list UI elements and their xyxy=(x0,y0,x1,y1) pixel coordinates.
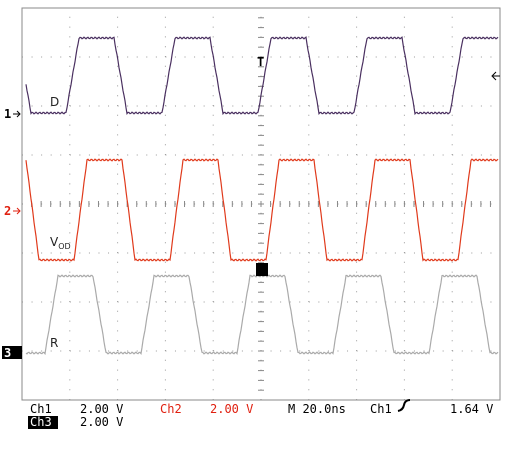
status-ch3: Ch3 xyxy=(30,415,52,429)
waveform xyxy=(25,158,499,262)
trace-label: R xyxy=(50,336,58,350)
graticule xyxy=(21,7,501,401)
trigger-marker: T xyxy=(257,55,264,69)
ch3-box xyxy=(28,416,58,429)
channel-marker: 3 xyxy=(4,346,11,360)
marker-arrow xyxy=(13,110,21,118)
trigger-box xyxy=(256,263,268,276)
status-trig-source: Ch1 xyxy=(370,402,392,416)
status-ch1: Ch1 xyxy=(30,402,52,416)
trig-slope-icon xyxy=(397,399,411,412)
waveforms xyxy=(25,36,499,356)
channel-marker: 1 xyxy=(4,107,11,121)
marker-arrow xyxy=(13,207,21,215)
status-trig-level: 1.64 V xyxy=(450,402,493,416)
waveform xyxy=(25,274,499,356)
trace-label: D xyxy=(50,95,59,109)
trace-label: VOD xyxy=(50,235,71,251)
trace-label-sub: OD xyxy=(58,242,70,251)
status-ch2-scale: 2.00 V xyxy=(210,402,253,416)
marker-box xyxy=(2,346,22,359)
status-ch3-scale: 2.00 V xyxy=(80,415,123,429)
status-ch2: Ch2 xyxy=(160,402,182,416)
trace-label-main: V xyxy=(50,235,59,249)
channel-marker: 2 xyxy=(4,204,11,218)
trigger-level-arrow xyxy=(491,71,500,81)
status-timebase: M 20.0ns xyxy=(288,402,346,416)
waveform xyxy=(25,36,499,116)
status-ch1-scale: 2.00 V xyxy=(80,402,123,416)
